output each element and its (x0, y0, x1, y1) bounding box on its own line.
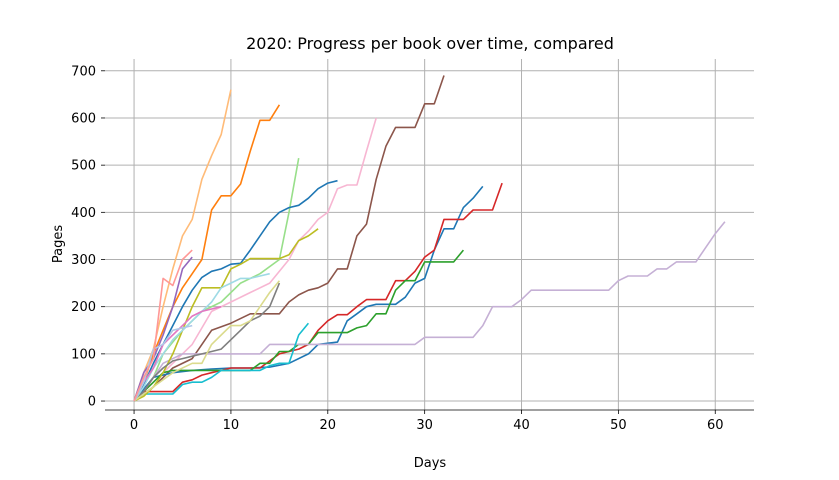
x-tick-label: 0 (130, 418, 138, 433)
x-tick-label: 10 (223, 418, 240, 433)
series-line (133, 249, 193, 402)
series-line (133, 185, 484, 402)
series-lines (133, 75, 726, 402)
series-line (133, 322, 310, 402)
y-tick-label: 200 (71, 300, 96, 315)
x-tick-label: 30 (416, 418, 433, 433)
x-tick-label: 60 (707, 418, 724, 433)
series-line (133, 157, 300, 402)
series-line (133, 179, 338, 402)
series-line (133, 280, 281, 402)
y-axis-label: Pages (51, 225, 66, 263)
y-tick-label: 600 (71, 111, 96, 126)
y-tick-label: 500 (71, 159, 96, 174)
series-line (133, 182, 503, 402)
series-line (133, 228, 319, 402)
y-tick-label: 0 (88, 395, 96, 410)
series-line (133, 305, 222, 402)
y-tick-label: 100 (71, 347, 96, 362)
series-line (133, 221, 726, 402)
x-tick-label: 40 (513, 418, 530, 433)
series-line (133, 104, 281, 402)
x-axis-label: Days (414, 456, 447, 471)
grid-lines (105, 59, 754, 410)
series-line (133, 249, 465, 402)
x-tick-label: 50 (610, 418, 627, 433)
y-tick-label: 700 (71, 64, 96, 79)
series-line (133, 324, 193, 402)
series-line (133, 75, 445, 402)
series-line (133, 256, 193, 402)
y-tick-label: 400 (71, 206, 96, 221)
chart-title: 2020: Progress per book over time, compa… (246, 34, 614, 53)
y-tick-label: 300 (71, 253, 96, 268)
series-line (133, 89, 232, 402)
series-line (133, 117, 377, 402)
x-tick-label: 20 (320, 418, 337, 433)
